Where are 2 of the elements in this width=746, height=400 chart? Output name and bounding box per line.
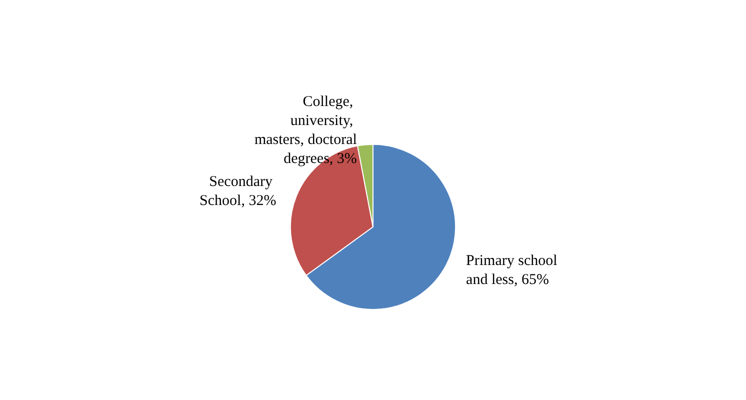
slice-label: Primary school and less, 65% (466, 253, 562, 288)
slice-label: Secondary School, 32% (200, 174, 276, 209)
